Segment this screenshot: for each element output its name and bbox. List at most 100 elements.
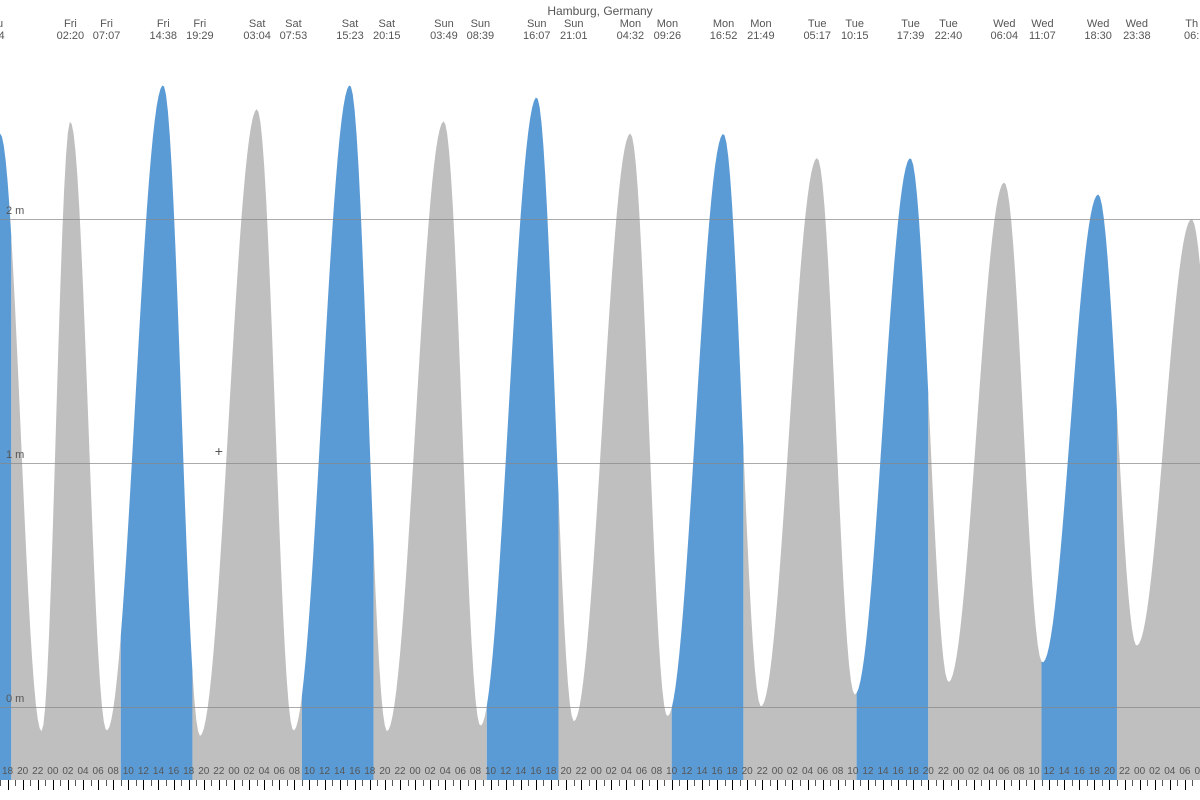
x-tick-label: 06 xyxy=(93,766,104,777)
x-tick-label: 10 xyxy=(1028,766,1039,777)
x-tick-minor xyxy=(317,780,318,786)
x-tick-label: 16 xyxy=(168,766,179,777)
x-tick-major xyxy=(611,780,612,790)
x-tick-major xyxy=(642,780,643,790)
x-tick-major xyxy=(355,780,356,790)
y-axis-label: 0 m xyxy=(6,693,24,705)
crosshair-icon: + xyxy=(215,443,223,459)
tide-event-label: Tue22:40 xyxy=(925,18,971,42)
x-tick-major xyxy=(1140,780,1141,790)
x-tick-minor xyxy=(106,780,107,786)
x-tick-major xyxy=(1155,780,1156,790)
x-tick-minor xyxy=(770,780,771,786)
x-tick-label: 18 xyxy=(908,766,919,777)
x-tick-minor xyxy=(875,780,876,786)
x-tick-minor xyxy=(347,780,348,786)
x-tick-major xyxy=(581,780,582,790)
x-tick-major xyxy=(113,780,114,790)
tide-event-label: Sat20:15 xyxy=(364,18,410,42)
x-tick-major xyxy=(687,780,688,790)
x-tick-major xyxy=(566,780,567,790)
x-tick-label: 12 xyxy=(862,766,873,777)
x-tick-major xyxy=(898,780,899,790)
x-tick-label: 08 xyxy=(832,766,843,777)
x-tick-minor xyxy=(785,780,786,786)
x-tick-minor xyxy=(91,780,92,786)
x-tick-label: 14 xyxy=(153,766,164,777)
x-tick-minor xyxy=(60,780,61,786)
x-tick-minor xyxy=(1087,780,1088,786)
x-tick-label: 22 xyxy=(213,766,224,777)
x-tick-label: 12 xyxy=(681,766,692,777)
x-tick-label: 00 xyxy=(953,766,964,777)
x-tick-minor xyxy=(1147,780,1148,786)
x-tick-minor xyxy=(1072,780,1073,786)
tide-segment xyxy=(374,121,487,780)
x-tick-minor xyxy=(558,780,559,786)
x-tick-minor xyxy=(694,780,695,786)
tide-segment xyxy=(1042,194,1117,780)
x-tick-major xyxy=(370,780,371,790)
x-tick-minor xyxy=(543,780,544,786)
x-tick-label: 00 xyxy=(1134,766,1145,777)
x-tick-label: 14 xyxy=(696,766,707,777)
x-tick-minor xyxy=(921,780,922,786)
x-tick-minor xyxy=(664,780,665,786)
tide-segment xyxy=(487,98,559,780)
x-tick-major xyxy=(747,780,748,790)
x-tick-major xyxy=(294,780,295,790)
x-tick-major xyxy=(1185,780,1186,790)
x-tick-major xyxy=(234,780,235,790)
x-tick-minor xyxy=(996,780,997,786)
tide-segment xyxy=(672,134,744,780)
x-tick-label: 08 xyxy=(651,766,662,777)
x-tick-minor xyxy=(513,780,514,786)
x-tick-major xyxy=(626,780,627,790)
x-tick-minor xyxy=(181,780,182,786)
tide-event-label: Sun08:39 xyxy=(457,18,503,42)
x-tick-minor xyxy=(709,780,710,786)
x-tick-major xyxy=(83,780,84,790)
x-tick-minor xyxy=(936,780,937,786)
x-tick-label: 04 xyxy=(259,766,270,777)
x-tick-label: 22 xyxy=(938,766,949,777)
tide-segment xyxy=(1117,220,1200,780)
x-tick-minor xyxy=(1057,780,1058,786)
x-tick-label: 10 xyxy=(304,766,315,777)
x-tick-label: 04 xyxy=(1164,766,1175,777)
x-tick-label: 18 xyxy=(183,766,194,777)
x-tick-major xyxy=(943,780,944,790)
x-tick-minor xyxy=(740,780,741,786)
x-tick-label: 16 xyxy=(893,766,904,777)
x-tick-label: 22 xyxy=(757,766,768,777)
x-tick-minor xyxy=(75,780,76,786)
x-tick-minor xyxy=(1117,780,1118,786)
x-tick-major xyxy=(325,780,326,790)
x-tick-major xyxy=(174,780,175,790)
x-tick-major xyxy=(521,780,522,790)
x-tick-label: 12 xyxy=(1043,766,1054,777)
x-tick-major xyxy=(279,780,280,790)
x-tick-minor xyxy=(302,780,303,786)
x-tick-label: 02 xyxy=(425,766,436,777)
x-tick-minor xyxy=(483,780,484,786)
x-tick-minor xyxy=(257,780,258,786)
x-tick-minor xyxy=(15,780,16,786)
tide-event-label: Wed11:07 xyxy=(1019,18,1065,42)
x-tick-major xyxy=(460,780,461,790)
x-tick-minor xyxy=(242,780,243,786)
x-tick-label: 16 xyxy=(530,766,541,777)
x-tick-major xyxy=(672,780,673,790)
x-tick-label: 18 xyxy=(545,766,556,777)
x-tick-major xyxy=(1049,780,1050,790)
x-tick-minor xyxy=(377,780,378,786)
x-tick-major xyxy=(1109,780,1110,790)
x-tick-label: 08 xyxy=(1194,766,1200,777)
x-tick-minor xyxy=(30,780,31,786)
x-tick-minor xyxy=(196,780,197,786)
x-tick-label: 14 xyxy=(334,766,345,777)
tide-chart: Hamburg, Germany u:4Fri02:20Fri07:07Fri1… xyxy=(0,0,1200,800)
x-tick-minor xyxy=(438,780,439,786)
gridline xyxy=(0,707,1200,708)
x-tick-major xyxy=(928,780,929,790)
